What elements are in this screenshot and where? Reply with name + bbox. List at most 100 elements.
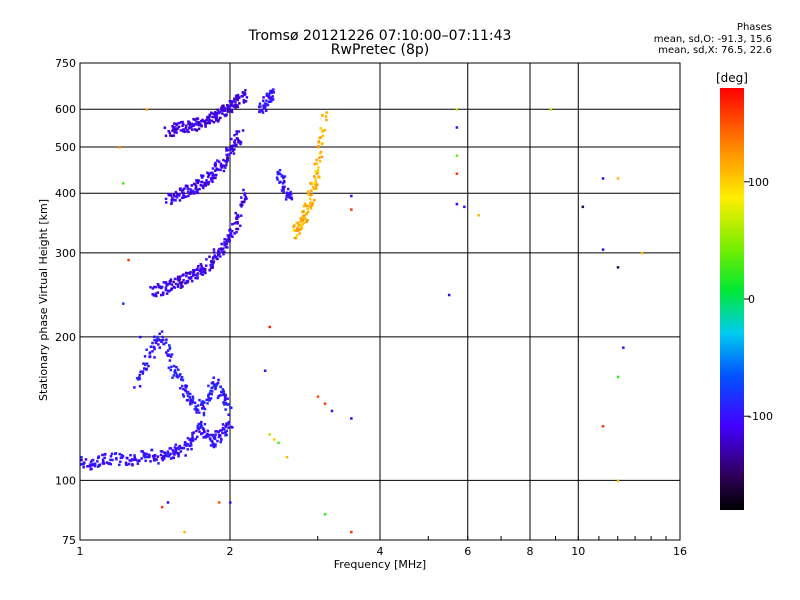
data-point <box>455 202 459 206</box>
data-point <box>183 530 186 534</box>
data-point <box>140 370 144 373</box>
data-point <box>196 117 200 120</box>
data-point <box>143 355 147 358</box>
data-point <box>91 463 95 467</box>
data-point <box>216 159 219 162</box>
data-point <box>217 435 221 439</box>
data-point <box>161 293 165 297</box>
data-point <box>193 401 197 405</box>
data-point <box>188 444 191 448</box>
data-point <box>160 330 164 333</box>
phase-info-title: Phases <box>736 22 772 33</box>
data-point <box>156 283 160 287</box>
data-point <box>166 283 169 287</box>
data-point <box>220 242 223 246</box>
data-point <box>199 403 203 406</box>
data-point <box>177 446 180 449</box>
data-point <box>141 370 145 373</box>
data-point <box>244 100 248 103</box>
data-point <box>154 292 157 295</box>
data-point <box>158 285 161 288</box>
data-point <box>236 93 240 97</box>
data-point <box>290 196 294 200</box>
data-point <box>227 426 230 429</box>
data-point <box>218 168 221 171</box>
data-point <box>237 215 240 218</box>
colorbar-label: [deg] <box>716 71 748 85</box>
data-point <box>278 172 282 176</box>
data-point <box>216 108 219 111</box>
data-point <box>153 338 156 342</box>
data-point <box>640 251 644 255</box>
data-point <box>209 263 212 267</box>
data-point <box>293 224 296 227</box>
data-point <box>307 192 310 196</box>
data-point <box>149 460 152 463</box>
data-point <box>309 200 313 204</box>
data-point <box>160 456 164 460</box>
data-point <box>323 402 327 405</box>
data-point <box>133 454 136 457</box>
data-point <box>206 429 210 433</box>
data-point <box>158 332 161 336</box>
data-point <box>201 273 205 276</box>
data-point <box>166 349 170 352</box>
data-point <box>315 162 319 166</box>
data-point <box>206 435 210 438</box>
data-point <box>215 173 218 177</box>
data-point <box>195 120 198 123</box>
data-point <box>302 214 306 217</box>
data-point <box>212 177 215 180</box>
data-point <box>242 99 246 102</box>
data-point <box>243 192 247 195</box>
data-point <box>127 258 130 262</box>
data-point <box>200 174 203 177</box>
data-point <box>298 227 302 231</box>
data-point <box>218 433 221 437</box>
data-point <box>178 373 182 376</box>
data-point <box>310 189 313 192</box>
data-point <box>165 292 169 295</box>
colorbar <box>720 88 744 510</box>
data-point <box>190 192 193 195</box>
data-point <box>128 459 131 462</box>
data-point <box>227 240 230 243</box>
data-point <box>233 140 236 144</box>
data-point <box>165 338 168 341</box>
data-point <box>275 176 279 179</box>
data-point <box>210 392 213 396</box>
data-point <box>160 338 164 342</box>
data-point <box>136 462 140 465</box>
data-point <box>196 181 200 185</box>
data-point <box>169 452 172 456</box>
data-point <box>155 338 159 342</box>
data-point <box>173 369 177 372</box>
data-point <box>130 458 134 461</box>
data-point <box>157 343 160 346</box>
data-point <box>172 456 175 460</box>
data-point <box>181 274 185 277</box>
data-point <box>201 426 205 430</box>
data-point <box>325 118 328 122</box>
data-point <box>318 160 322 163</box>
data-point <box>201 174 205 178</box>
data-point <box>191 274 195 277</box>
data-point <box>216 111 219 115</box>
data-point <box>179 187 182 190</box>
data-point <box>282 175 285 178</box>
data-point <box>236 98 239 102</box>
data-point <box>196 424 200 428</box>
data-point <box>166 452 169 455</box>
data-point <box>175 196 179 199</box>
data-point <box>207 394 210 398</box>
data-point <box>323 128 327 132</box>
data-point <box>164 281 168 285</box>
data-point <box>229 231 232 235</box>
data-point <box>80 456 83 459</box>
data-point <box>208 173 211 176</box>
data-point <box>137 459 141 462</box>
data-point <box>208 437 212 441</box>
data-point <box>223 398 227 402</box>
data-point <box>282 187 285 190</box>
data-point <box>235 227 238 231</box>
